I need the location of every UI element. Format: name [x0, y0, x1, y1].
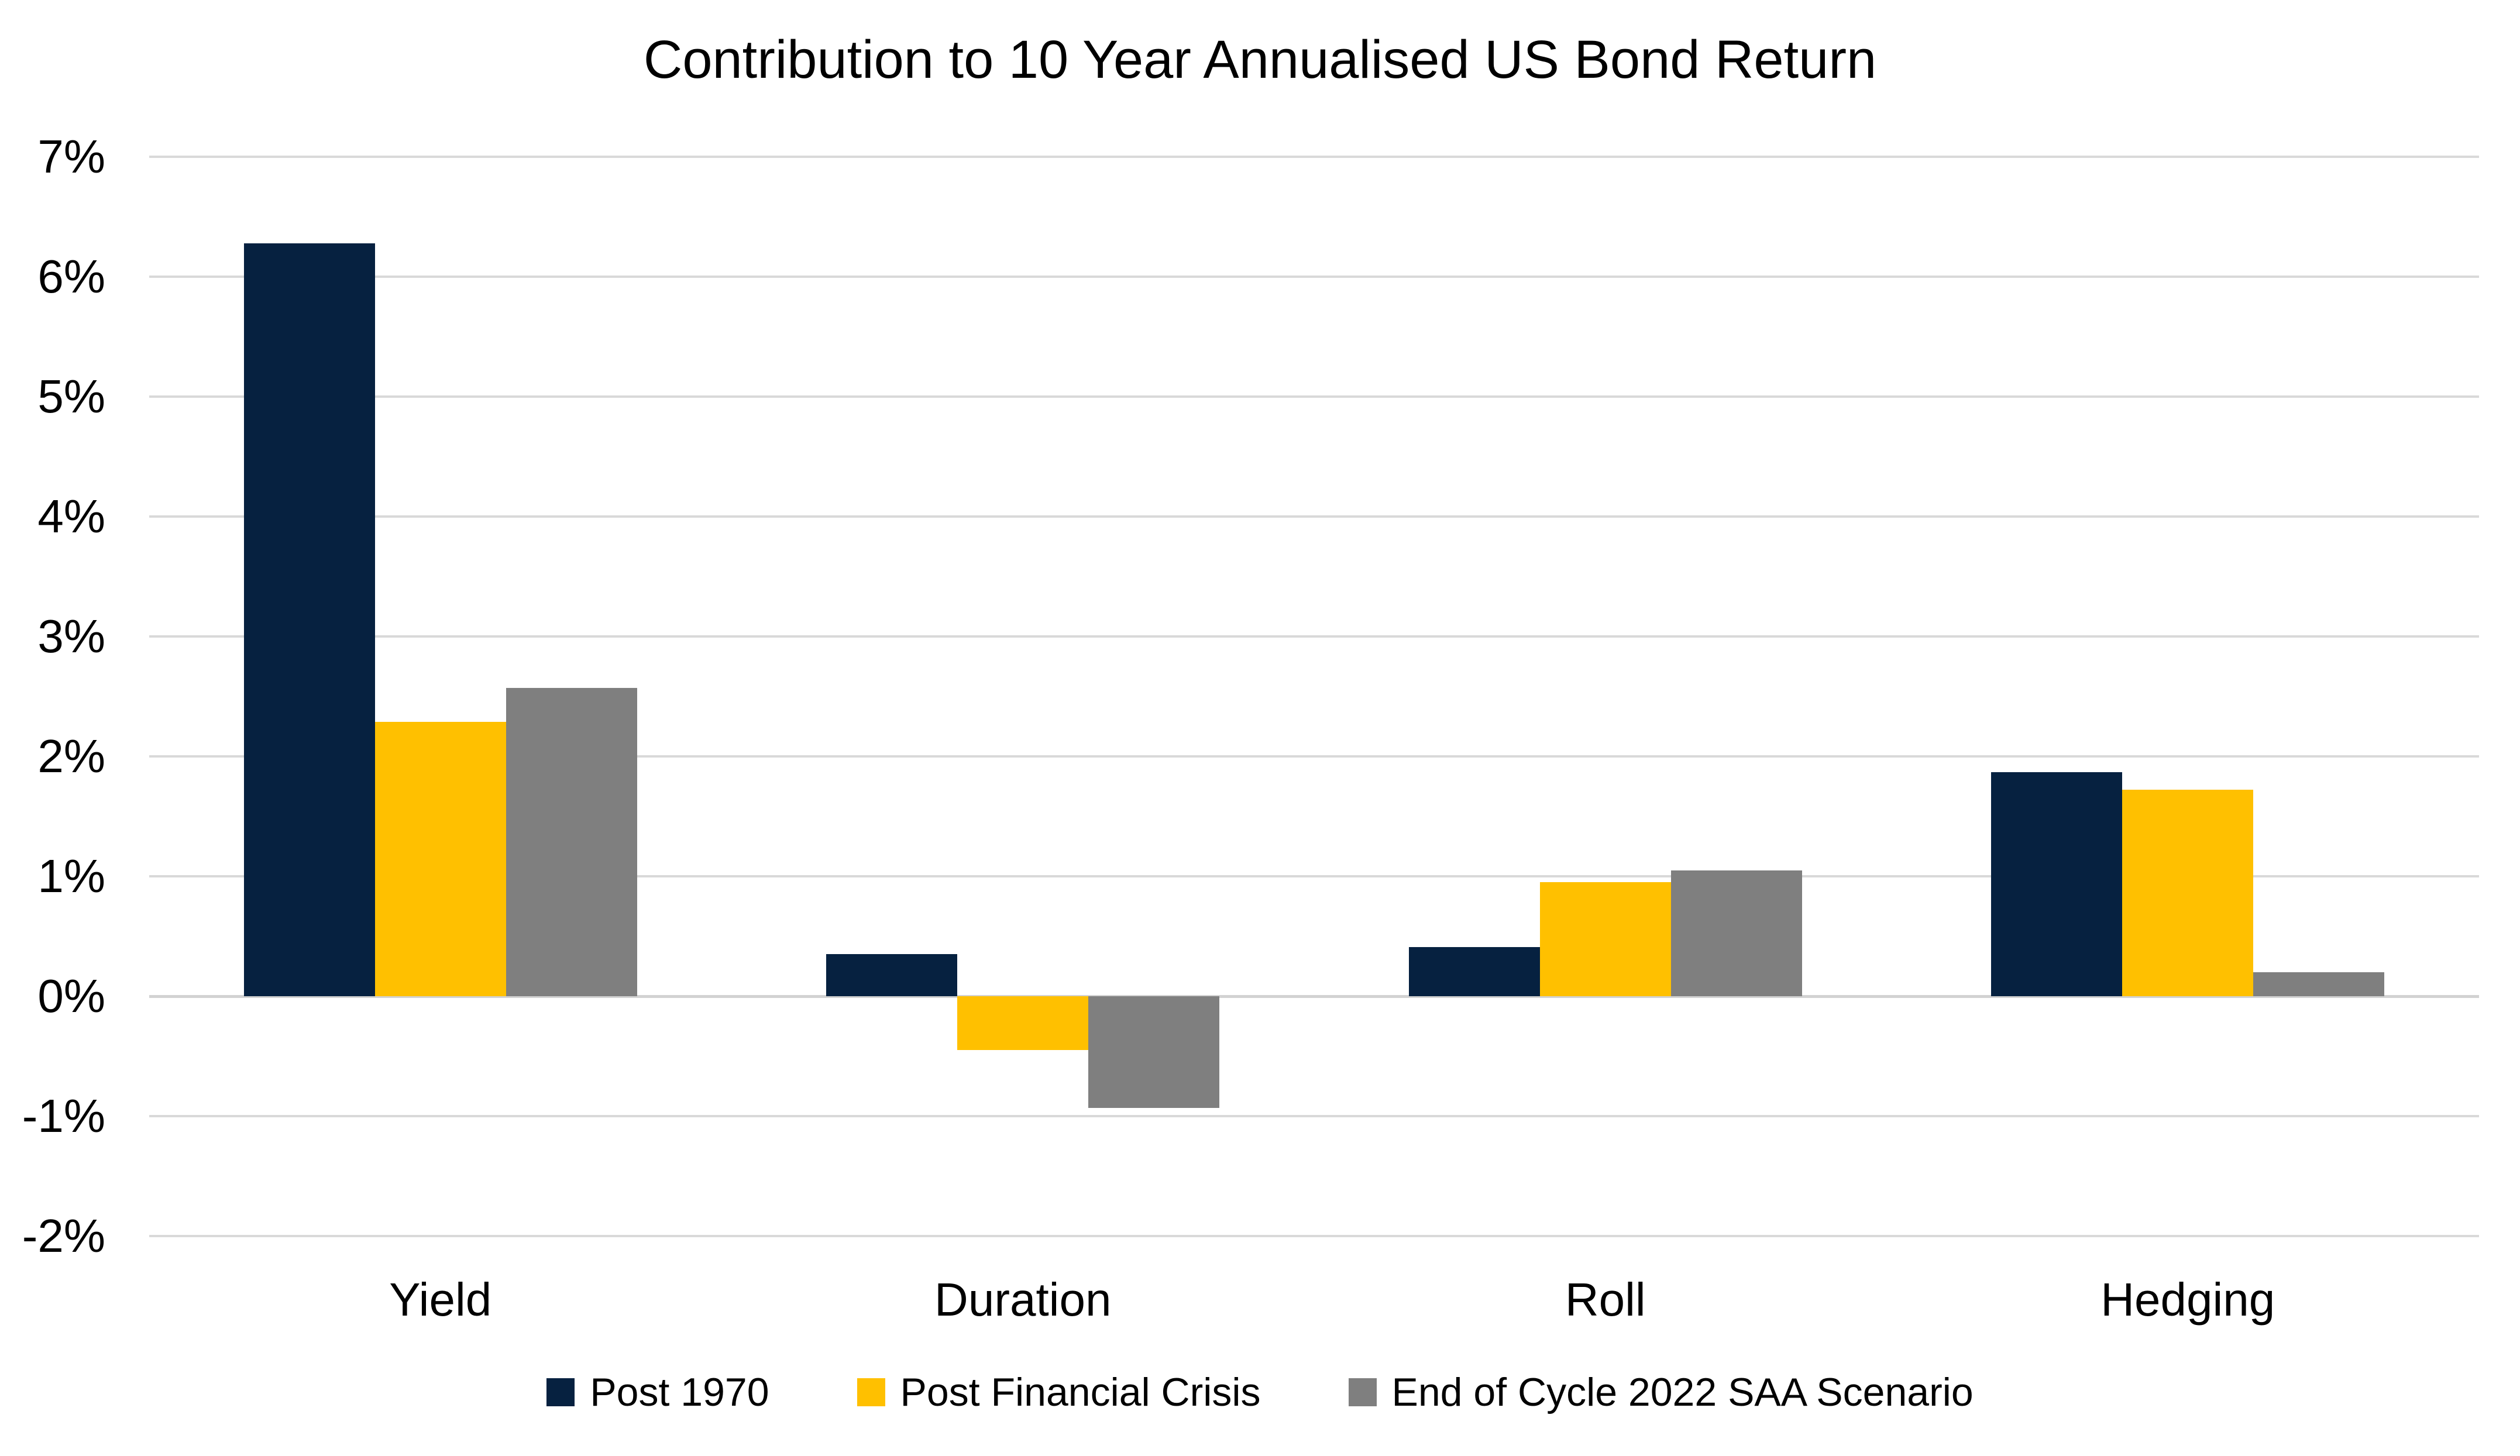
legend-label: End of Cycle 2022 SAA Scenario — [1391, 1370, 1974, 1414]
y-tick-label: 7% — [37, 130, 105, 183]
y-tick-label: 1% — [37, 850, 105, 902]
chart-title: Contribution to 10 Year Annualised US Bo… — [643, 30, 1877, 90]
y-tick-label: 3% — [37, 610, 105, 662]
x-category-label: Yield — [389, 1273, 492, 1326]
y-tick-label: -2% — [22, 1210, 105, 1262]
y-tick-label: -1% — [22, 1090, 105, 1142]
x-category-label: Roll — [1565, 1273, 1646, 1326]
legend-color-swatch — [546, 1378, 575, 1406]
gridline — [149, 276, 2479, 278]
gridline — [149, 156, 2479, 158]
bar — [826, 954, 958, 996]
bar — [1991, 772, 2123, 996]
legend-color-swatch — [1348, 1378, 1377, 1406]
legend-item: End of Cycle 2022 SAA Scenario — [1348, 1370, 1974, 1414]
legend-label: Post 1970 — [590, 1370, 769, 1414]
bar — [374, 721, 506, 996]
bar — [957, 996, 1089, 1051]
bar — [1088, 996, 1220, 1108]
gridline — [149, 635, 2479, 638]
bar — [506, 688, 637, 996]
y-tick-label: 0% — [37, 970, 105, 1022]
y-tick-label: 5% — [37, 370, 105, 422]
zero-gridline — [149, 995, 2479, 998]
x-category-label: Duration — [934, 1273, 1112, 1326]
gridline — [149, 1115, 2479, 1117]
legend-item: Post Financial Crisis — [857, 1372, 1261, 1412]
bar — [243, 243, 375, 996]
legend-label: Post Financial Crisis — [900, 1370, 1261, 1414]
gridline — [149, 1235, 2479, 1237]
bar — [2122, 790, 2254, 996]
legend-color-swatch — [857, 1378, 885, 1406]
gridline — [149, 755, 2479, 758]
gridline — [149, 875, 2479, 877]
bar — [2253, 972, 2385, 996]
gridline — [149, 515, 2479, 518]
x-category-label: Hedging — [2100, 1273, 2275, 1326]
gridline — [149, 395, 2479, 398]
y-tick-label: 6% — [37, 250, 105, 302]
bar — [1539, 882, 1671, 996]
bar — [1408, 946, 1540, 996]
y-tick-label: 2% — [37, 730, 105, 782]
legend-item: Post 1970 — [546, 1372, 769, 1412]
legend: Post 1970 Post Financial Crisis End of Cyc… — [0, 1369, 2520, 1416]
y-tick-label: 4% — [37, 490, 105, 542]
bar — [1670, 870, 1802, 996]
